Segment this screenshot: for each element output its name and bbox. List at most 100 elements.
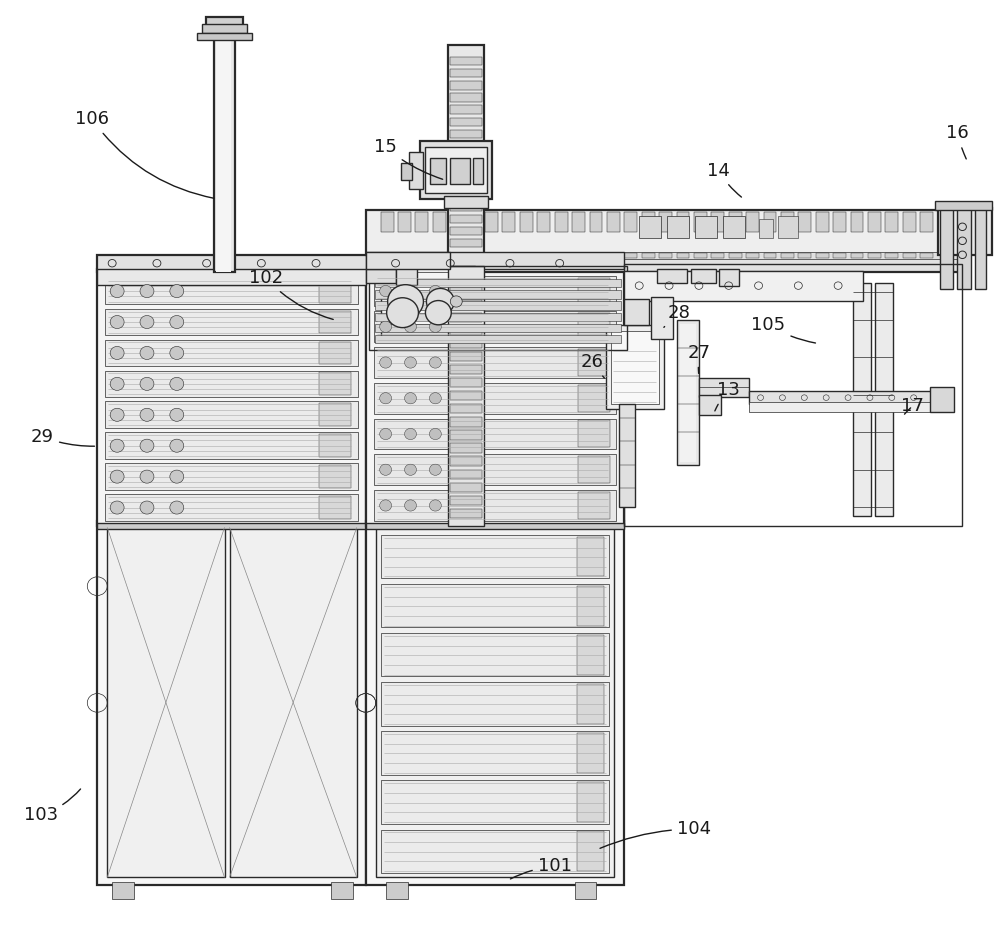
Bar — [677, 212, 689, 233]
Circle shape — [380, 357, 392, 368]
Bar — [781, 212, 794, 233]
Bar — [401, 163, 412, 180]
Bar — [667, 216, 689, 238]
Bar — [642, 212, 655, 233]
Bar — [319, 342, 351, 364]
Bar — [938, 208, 992, 254]
Bar — [450, 166, 482, 175]
Bar — [97, 269, 366, 526]
Bar — [107, 528, 225, 877]
Bar — [920, 212, 933, 233]
Bar — [729, 253, 742, 257]
Bar — [677, 253, 689, 257]
Bar — [415, 253, 428, 257]
Circle shape — [110, 408, 124, 422]
Circle shape — [380, 500, 392, 511]
Bar — [375, 301, 621, 310]
Bar — [450, 417, 482, 426]
Text: 29: 29 — [31, 428, 94, 446]
Bar — [473, 158, 483, 184]
Text: 13: 13 — [715, 381, 740, 411]
Bar — [903, 253, 916, 257]
Bar — [366, 269, 396, 283]
Bar — [450, 326, 482, 335]
Bar — [450, 130, 482, 138]
Text: 26: 26 — [581, 353, 604, 378]
Bar — [578, 385, 610, 412]
Bar — [537, 253, 550, 257]
Bar — [450, 117, 482, 126]
Bar — [450, 69, 482, 77]
Circle shape — [405, 464, 416, 475]
Bar — [729, 212, 742, 233]
Bar — [450, 404, 482, 413]
Bar — [366, 252, 624, 269]
Circle shape — [170, 439, 184, 453]
Bar — [319, 465, 351, 488]
Circle shape — [380, 285, 392, 297]
Circle shape — [380, 464, 392, 475]
Bar — [520, 212, 533, 233]
Bar — [577, 685, 604, 724]
Bar — [833, 253, 846, 257]
Bar — [450, 391, 482, 400]
Bar — [105, 402, 358, 428]
Bar — [677, 320, 699, 465]
Bar — [502, 212, 515, 233]
Circle shape — [170, 408, 184, 422]
Circle shape — [429, 393, 441, 404]
Bar — [97, 254, 962, 271]
Bar — [659, 212, 672, 233]
Bar — [577, 831, 604, 870]
Text: 106: 106 — [75, 111, 214, 198]
Bar — [875, 283, 893, 516]
Bar — [448, 45, 484, 254]
Bar — [409, 152, 423, 190]
Bar — [450, 339, 482, 348]
Bar — [450, 313, 482, 322]
Bar — [381, 683, 609, 726]
Bar — [97, 521, 366, 885]
Bar — [578, 278, 610, 304]
Bar — [578, 456, 610, 484]
Bar — [680, 324, 696, 462]
Bar — [694, 212, 707, 233]
Bar — [798, 253, 811, 257]
Bar — [375, 290, 621, 299]
Bar — [105, 463, 358, 490]
Bar — [719, 269, 739, 285]
Bar — [607, 212, 620, 233]
Bar — [450, 203, 482, 211]
Bar — [450, 93, 482, 101]
Bar — [885, 212, 898, 233]
Bar — [624, 270, 863, 301]
Bar — [105, 371, 358, 397]
Bar — [450, 212, 463, 233]
Circle shape — [429, 285, 441, 297]
Bar — [415, 212, 428, 233]
Bar — [699, 378, 749, 396]
Bar — [366, 523, 624, 530]
Bar — [957, 206, 971, 289]
Bar — [381, 266, 475, 330]
Bar — [374, 276, 616, 306]
Bar — [694, 253, 707, 257]
Bar — [851, 212, 863, 233]
Bar — [575, 882, 596, 899]
Bar — [450, 286, 482, 296]
Bar — [375, 279, 621, 287]
Bar — [374, 347, 616, 377]
Bar — [578, 421, 610, 448]
Bar — [651, 297, 673, 339]
Bar — [695, 216, 717, 238]
Bar — [468, 253, 481, 257]
Bar — [577, 537, 604, 577]
Bar — [331, 882, 353, 899]
Text: 101: 101 — [510, 857, 572, 879]
Text: 27: 27 — [687, 344, 710, 374]
Bar — [398, 212, 411, 233]
Circle shape — [110, 470, 124, 484]
Bar — [450, 158, 470, 184]
Bar — [319, 496, 351, 519]
Bar — [611, 331, 659, 404]
